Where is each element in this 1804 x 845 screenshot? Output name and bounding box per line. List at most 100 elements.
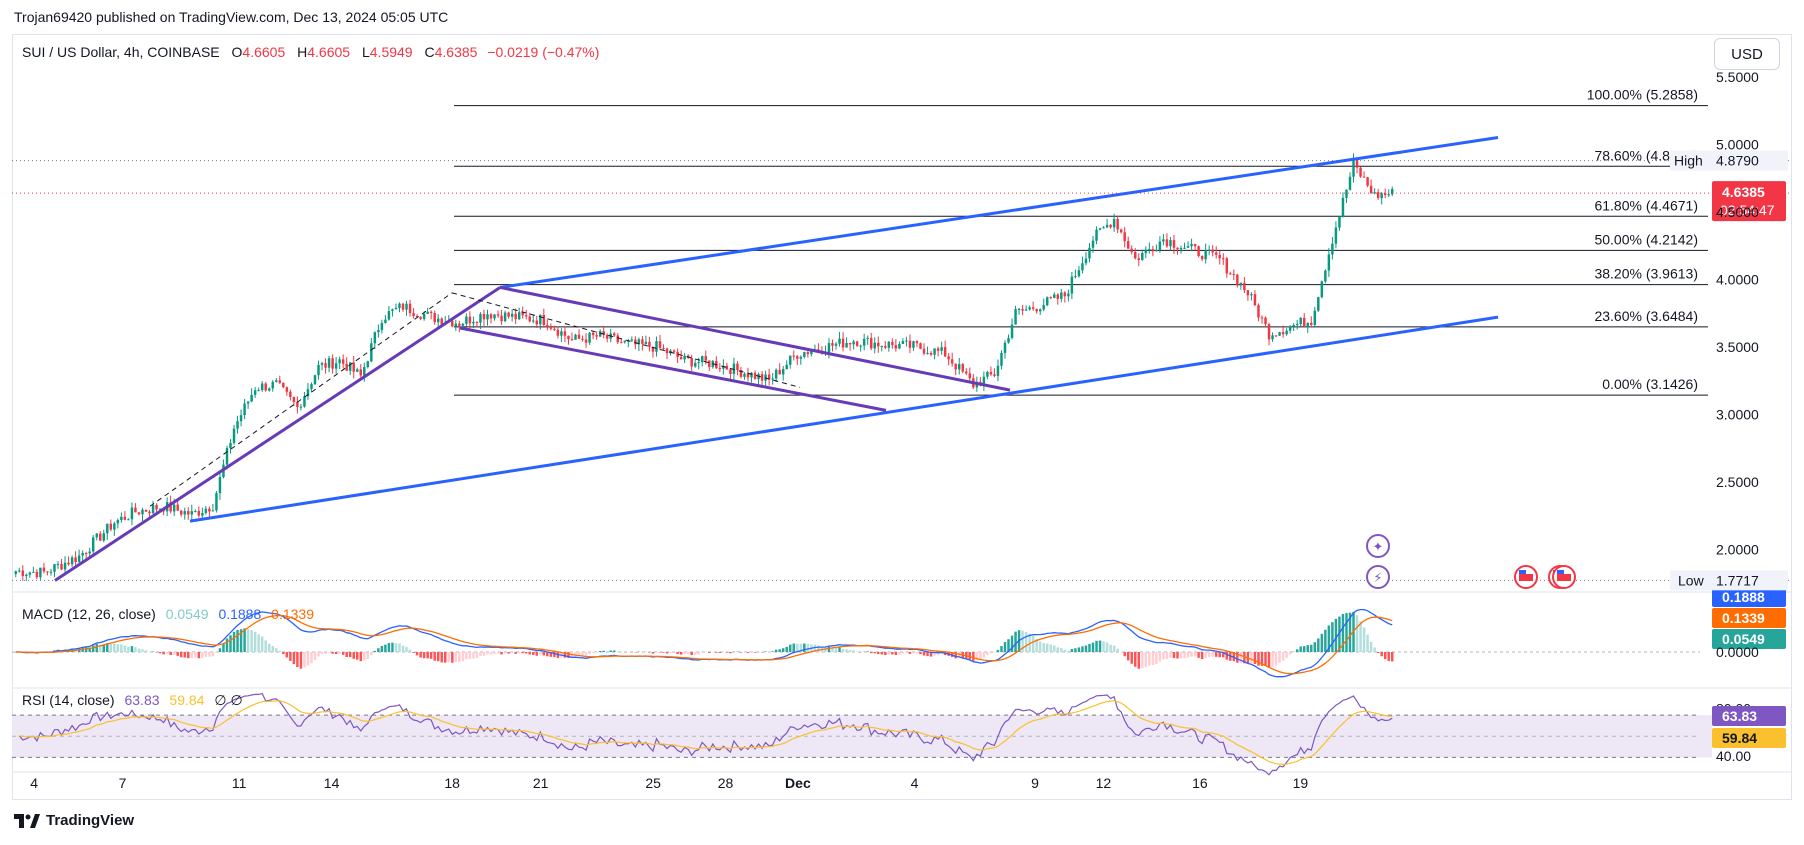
macd-histogram-bar (1000, 646, 1003, 652)
macd-histogram-bar (299, 652, 303, 669)
macd-histogram-bar (524, 652, 528, 654)
candle-body (1380, 193, 1383, 199)
candle-body (190, 511, 194, 515)
candle-body (299, 406, 303, 408)
candle-body (542, 314, 546, 325)
macd-histogram-bar (546, 652, 549, 657)
candle-body (310, 384, 313, 390)
currency-button[interactable]: USD (1714, 38, 1780, 70)
macd-histogram-bar (1207, 652, 1211, 658)
macd-histogram-bar (1190, 652, 1193, 657)
candle-body (869, 337, 873, 349)
macd-histogram-bar (806, 644, 810, 652)
candle-body (1134, 252, 1137, 259)
macd-histogram-bar (1355, 615, 1359, 652)
x-tick-label: 18 (444, 775, 460, 791)
macd-histogram-bar (352, 652, 355, 659)
rsi-extra-labels: ∅ ∅ (214, 692, 243, 708)
candle-body (141, 509, 144, 515)
macd-histogram-bar (468, 652, 472, 660)
candle-body (338, 359, 341, 364)
candle-body (1056, 294, 1060, 299)
macd-histogram-bar (718, 652, 722, 653)
macd-histogram-bar (1102, 641, 1105, 652)
candle-body (1053, 294, 1056, 298)
macd-histogram-bar (679, 652, 683, 655)
candle-body (1123, 232, 1126, 242)
macd-histogram-bar (665, 652, 669, 654)
macd-histogram-bar (609, 650, 612, 652)
candle-body (49, 571, 53, 573)
bar-countdown: 02:54:47 (1720, 202, 1775, 218)
candle-body (408, 303, 412, 314)
candle-body (1285, 330, 1288, 335)
candle-body (725, 365, 729, 370)
symbol-title: SUI / US Dollar, 4h, COINBASE (22, 44, 220, 60)
macd-histogram-bar (271, 645, 274, 652)
candle-body (176, 504, 179, 511)
macd-histogram-bar (598, 650, 602, 652)
change-value: −0.0219 (−0.47%) (487, 44, 600, 60)
candle-body (127, 519, 130, 521)
candle-body (28, 572, 32, 575)
macd-histogram-bar (771, 651, 774, 652)
candle-body (954, 363, 957, 370)
candle-body (380, 322, 384, 330)
candle-body (732, 363, 736, 374)
macd-histogram-bar (1359, 621, 1362, 652)
macd-histogram-bar (306, 652, 310, 666)
macd-histogram-bar (1169, 652, 1172, 658)
candle-body (1116, 219, 1119, 230)
lightning-event-icon: ⚡ (1373, 570, 1382, 585)
open-value: 4.6605 (242, 44, 286, 60)
candle-body (665, 348, 669, 354)
rsi-line (18, 692, 1393, 776)
candle-body (106, 523, 109, 534)
macd-histogram-bar (282, 652, 285, 655)
candle-body (567, 335, 570, 340)
macd-histogram-bar (1250, 652, 1253, 664)
candle-body (1070, 276, 1074, 294)
candle-body (535, 320, 539, 325)
x-tick-label: 25 (645, 775, 661, 791)
candle-body (151, 504, 155, 514)
macd-histogram-bar (1155, 652, 1158, 664)
macd-histogram-bar (106, 643, 109, 652)
macd-histogram-bar (472, 652, 475, 659)
macd-histogram-bar (465, 652, 468, 660)
macd-histogram-bar (817, 645, 820, 652)
candle-body (947, 356, 950, 360)
macd-histogram-bar (1081, 646, 1084, 652)
macd-histogram-bar (1267, 652, 1271, 668)
candle-body (53, 564, 56, 572)
candle-body (503, 312, 507, 322)
macd-histogram-bar (211, 652, 215, 657)
candle-body (968, 373, 972, 379)
macd-histogram-bar (436, 652, 440, 662)
macd-histogram-bar (313, 652, 317, 661)
macd-histogram-bar (486, 652, 489, 655)
candle-body (1014, 309, 1017, 325)
macd-histogram-bar (1320, 633, 1324, 652)
candle-body (155, 504, 158, 510)
macd-histogram-bar (1236, 652, 1239, 663)
macd-histogram-bar (204, 652, 208, 657)
macd-histogram-bar (693, 652, 697, 655)
footer-brand: TradingView (46, 812, 135, 829)
candle-body (950, 359, 954, 364)
candle-body (996, 365, 1000, 376)
candle-body (1366, 177, 1369, 186)
candle-body (296, 402, 299, 407)
candle-body (1046, 297, 1049, 306)
macd-histogram-bar (1373, 647, 1376, 652)
macd-histogram-bar (957, 652, 961, 658)
macd-histogram-bar (982, 652, 986, 658)
candle-body (1214, 252, 1218, 255)
projection-dashed-line (451, 292, 801, 388)
low-value: 4.5949 (369, 44, 413, 60)
macd-histogram-bar (1010, 635, 1014, 652)
macd-histogram-bar (869, 652, 873, 654)
macd-histogram-bar (127, 646, 130, 652)
candle-body (250, 394, 253, 402)
macd-histogram-bar (827, 647, 831, 652)
